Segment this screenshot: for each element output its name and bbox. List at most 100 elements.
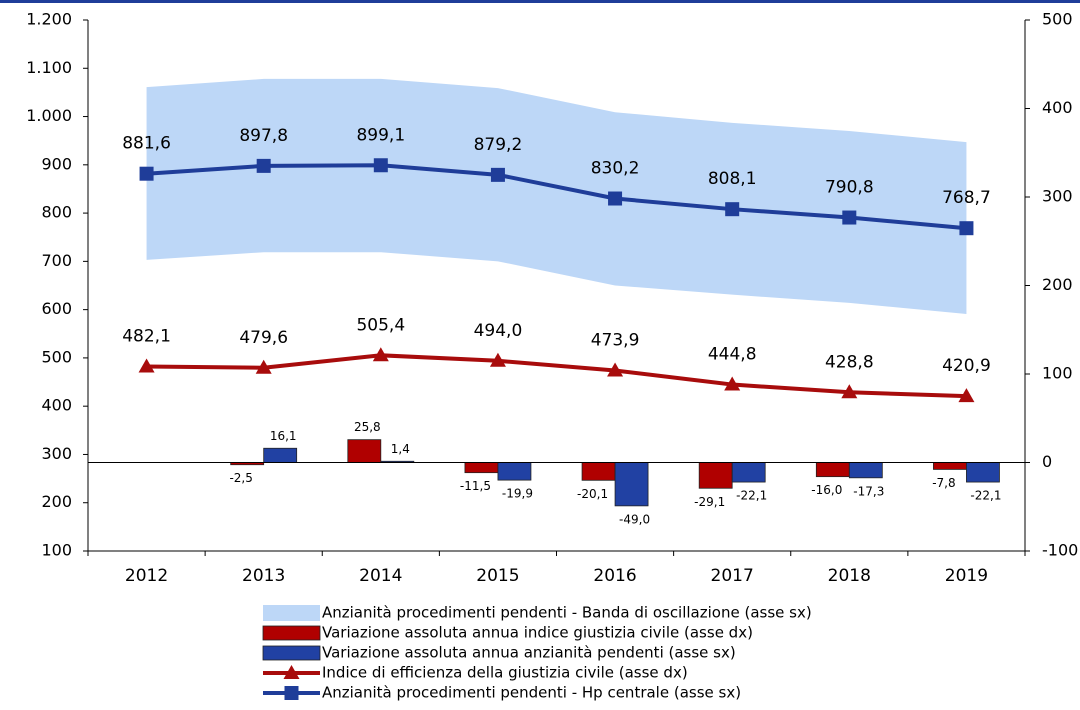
line-marker <box>841 384 858 399</box>
line-marker <box>607 362 624 377</box>
line-value-label: 897,8 <box>239 126 288 146</box>
bar-value-label: -22,1 <box>970 489 1001 503</box>
legend-marker <box>283 665 300 679</box>
bar-value-label: 16,1 <box>270 429 297 443</box>
top-border <box>0 0 1080 3</box>
legend-label: Anzianità procedimenti pendenti - Hp cen… <box>322 684 741 702</box>
bar <box>815 462 850 478</box>
line-value-label: 881,6 <box>122 134 171 154</box>
legend-label: Indice di efficienza della giustizia civ… <box>322 664 688 682</box>
y2-tick-label: 400 <box>1042 98 1073 117</box>
bar <box>933 462 967 470</box>
y-tick-label: 700 <box>41 251 72 270</box>
y-tick-label: 600 <box>41 299 72 318</box>
y-tick-label: 300 <box>41 444 72 463</box>
legend-label: Variazione assoluta annua indice giustiz… <box>322 624 753 642</box>
y2-tick-label: 200 <box>1042 275 1073 294</box>
bar-value-label: -19,9 <box>502 487 533 501</box>
y-tick-label: 1.200 <box>26 10 72 29</box>
line-marker <box>842 210 857 225</box>
line-marker <box>139 166 154 181</box>
y2-tick-label: -100 <box>1042 541 1078 560</box>
bar <box>698 462 733 489</box>
bar-value-label: 1,4 <box>391 442 410 456</box>
line-value-label: 790,8 <box>825 178 874 198</box>
bar <box>347 439 382 463</box>
x-tick-label: 2018 <box>828 566 871 586</box>
line-value-label: 479,6 <box>239 328 288 348</box>
line-value-label: 899,1 <box>356 125 405 145</box>
line-value-label: 808,1 <box>708 169 757 189</box>
line-marker <box>725 202 740 217</box>
bar <box>731 462 766 483</box>
line-value-label: 830,2 <box>591 159 640 179</box>
x-tick-label: 2012 <box>125 566 168 586</box>
line <box>146 163 967 231</box>
x-tick-label: 2019 <box>945 566 988 586</box>
line-marker <box>489 352 506 367</box>
line-value-label: 444,8 <box>708 345 757 365</box>
line-marker <box>255 359 272 374</box>
bar-value-label: -20,1 <box>577 487 608 501</box>
bar <box>581 462 616 481</box>
bar-value-label: -11,5 <box>460 479 491 493</box>
bar <box>966 462 1000 483</box>
bar <box>614 462 649 507</box>
line-value-label: 482,1 <box>122 327 171 347</box>
legend-label: Anzianità procedimenti pendenti - Banda … <box>322 604 812 622</box>
line-marker <box>608 191 623 206</box>
y-tick-label: 400 <box>41 396 72 415</box>
y-tick-label: 1.000 <box>26 106 72 125</box>
band-area <box>146 78 967 314</box>
x-tick-label: 2017 <box>711 566 754 586</box>
y-tick-label: 1.100 <box>26 58 72 77</box>
x-tick-label: 2015 <box>476 566 519 586</box>
y2-tick-label: 100 <box>1042 364 1073 383</box>
legend-marker <box>284 686 299 700</box>
x-tick-label: 2016 <box>593 566 636 586</box>
y2-tick-label: 0 <box>1042 452 1052 471</box>
bar-value-label: -16,0 <box>811 483 842 497</box>
line-marker <box>958 388 975 403</box>
bar <box>848 462 883 479</box>
line-marker <box>724 376 741 391</box>
line-marker <box>959 221 974 236</box>
line-value-label: 768,7 <box>942 188 991 208</box>
bar-value-label: -7,8 <box>932 476 955 490</box>
line <box>146 353 967 399</box>
legend-swatch <box>262 625 321 641</box>
line-marker <box>138 358 155 373</box>
y2-tick-label: 500 <box>1042 10 1073 29</box>
bar-value-label: -22,1 <box>736 489 767 503</box>
y-tick-label: 800 <box>41 203 72 222</box>
line-value-label: 494,0 <box>474 321 523 341</box>
x-tick-label: 2013 <box>242 566 285 586</box>
legend-swatch <box>262 645 321 661</box>
line-value-label: 505,4 <box>356 315 405 335</box>
bar-value-label: -49,0 <box>619 512 650 526</box>
bar-value-label: -2,5 <box>229 471 252 485</box>
line-marker <box>256 158 271 173</box>
y-tick-label: 900 <box>41 154 72 173</box>
line-marker <box>373 158 388 173</box>
y2-tick-label: 300 <box>1042 187 1073 206</box>
line-marker <box>372 347 389 362</box>
bar-value-label: 25,8 <box>354 420 381 434</box>
y-tick-label: 500 <box>41 347 72 366</box>
bar <box>263 447 298 463</box>
x-tick-label: 2014 <box>359 566 402 586</box>
line-value-label: 428,8 <box>825 352 874 372</box>
y-tick-label: 200 <box>41 492 72 511</box>
bar-value-label: -17,3 <box>853 484 884 498</box>
bar-value-label: -29,1 <box>694 495 725 509</box>
bar <box>497 462 532 481</box>
legend-label: Variazione assoluta annua anzianità pend… <box>322 644 736 662</box>
line-value-label: 879,2 <box>474 135 523 155</box>
y-tick-label: 100 <box>41 541 72 560</box>
line-marker <box>490 167 505 182</box>
legend-swatch <box>263 605 320 621</box>
bar <box>464 462 499 474</box>
line-value-label: 473,9 <box>591 331 640 351</box>
